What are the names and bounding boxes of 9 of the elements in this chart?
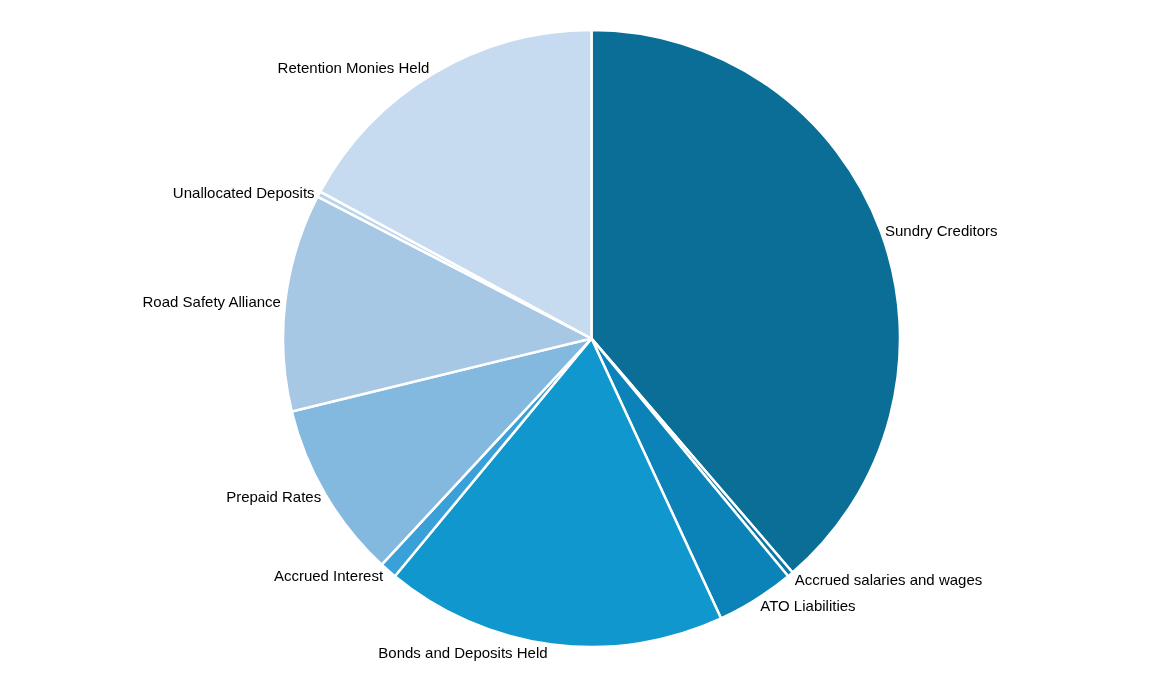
slice-label: ATO Liabilities [760,597,856,615]
slice-label: Sundry Creditors [885,221,998,239]
slice-label: Road Safety Alliance [142,293,281,311]
slice-label: Unallocated Deposits [172,183,315,201]
slice-label: Accrued Interest [273,566,384,584]
slice-label: Bonds and Deposits Held [378,644,548,662]
slice-label: Prepaid Rates [226,488,322,506]
slice-label: Accrued salaries and wages [794,570,983,588]
slice-label: Retention Monies Held [277,58,430,76]
